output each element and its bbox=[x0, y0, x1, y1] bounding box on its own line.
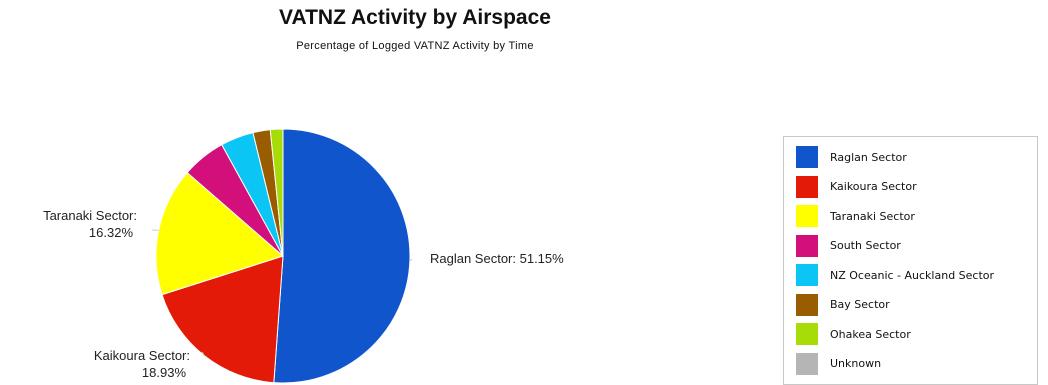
legend-item-taranaki-sector[interactable]: Taranaki Sector bbox=[796, 204, 915, 228]
chart-title: VATNZ Activity by Airspace bbox=[279, 6, 551, 29]
slice-label-value: 18.93% bbox=[142, 365, 187, 380]
legend-swatch bbox=[796, 205, 818, 227]
slice-label: Raglan Sector: 51.15% bbox=[430, 251, 564, 266]
legend-item-south-sector[interactable]: South Sector bbox=[796, 234, 901, 258]
legend-swatch bbox=[796, 234, 818, 257]
legend-label: Ohakea Sector bbox=[830, 327, 911, 341]
legend-label: Unknown bbox=[830, 357, 882, 370]
legend-label: NZ Oceanic - Auckland Sector bbox=[830, 268, 995, 282]
chart-subtitle: Percentage of Logged VATNZ Activity by T… bbox=[296, 40, 534, 52]
pie-slice-raglan-sector[interactable] bbox=[273, 128, 411, 384]
legend-item-bay-sector[interactable]: Bay Sector bbox=[796, 293, 890, 317]
slice-label-leader bbox=[409, 258, 413, 261]
legend-item-unknown[interactable]: Unknown bbox=[796, 352, 881, 376]
pie-chart: Raglan Sector: 51.15% Kaikoura Sector: 18.… bbox=[43, 128, 564, 384]
pie-slice-ohakea-sector[interactable] bbox=[269, 128, 284, 257]
legend-swatch bbox=[796, 352, 818, 375]
slice-label-leader bbox=[201, 351, 205, 357]
slice-label: Kaikoura Sector: bbox=[94, 348, 190, 363]
legend-label: South Sector bbox=[830, 239, 901, 252]
slice-label-value: 16.32% bbox=[89, 225, 134, 240]
legend-item-raglan-sector[interactable]: Raglan Sector bbox=[796, 145, 907, 169]
legend-swatch bbox=[796, 323, 818, 345]
legend-swatch bbox=[796, 175, 818, 198]
legend-label: Taranaki Sector bbox=[830, 209, 915, 223]
legend: Raglan Sector Kaikoura Sector Taranaki Sec… bbox=[783, 136, 1038, 385]
legend-item-kaikoura-sector[interactable]: Kaikoura Sector bbox=[796, 175, 917, 199]
legend-label: Raglan Sector bbox=[830, 150, 907, 164]
legend-item-nz-oceanic-auckland-sector[interactable]: NZ Oceanic - Auckland Sector bbox=[796, 263, 994, 287]
legend-item-ohakea-sector[interactable]: Ohakea Sector bbox=[796, 322, 911, 346]
slice-label: Taranaki Sector: bbox=[43, 208, 137, 223]
pie-slice-taranaki-sector[interactable] bbox=[155, 171, 284, 296]
legend-swatch bbox=[796, 264, 818, 286]
legend-label: Bay Sector bbox=[830, 298, 890, 311]
legend-swatch bbox=[796, 293, 818, 316]
legend-swatch bbox=[796, 146, 818, 168]
legend-label: Kaikoura Sector bbox=[830, 180, 917, 193]
